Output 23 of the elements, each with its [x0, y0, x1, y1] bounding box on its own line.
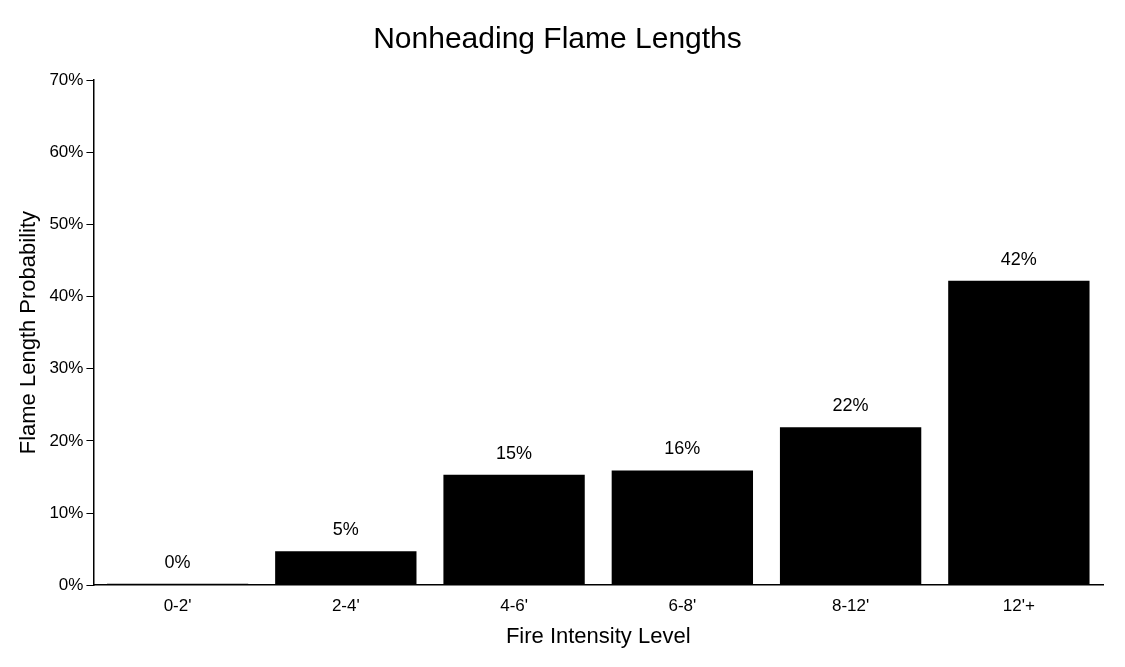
x-tick-label: 6-8': [668, 596, 697, 616]
chart-title: Nonheading Flame Lengths: [373, 21, 742, 55]
data-label: 16%: [664, 438, 701, 459]
y-axis-title: Flame Length Probability: [15, 210, 41, 455]
y-tick-label: 0%: [58, 574, 84, 594]
data-label: 15%: [496, 442, 533, 463]
data-label: 0%: [164, 551, 191, 572]
x-tick-label: 0-2': [163, 596, 192, 616]
y-tick-label: 20%: [49, 430, 84, 450]
y-tick-label: 50%: [49, 214, 84, 234]
y-tick-label: 10%: [49, 502, 84, 522]
x-tick-label: 4-6': [500, 596, 528, 616]
y-tick-label: 70%: [49, 69, 84, 89]
x-axis-title: Fire Intensity Level: [505, 622, 691, 648]
x-tick-label: 2-4': [331, 596, 360, 616]
data-label: 5%: [332, 519, 359, 540]
x-tick-label: 8-12': [831, 596, 870, 616]
y-tick-label: 40%: [49, 286, 84, 306]
x-tick-label: 12'+: [1002, 596, 1035, 616]
data-label: 42%: [1000, 248, 1037, 269]
y-tick-label: 30%: [49, 358, 84, 378]
y-tick-label: 60%: [49, 141, 84, 161]
data-label: 22%: [832, 395, 869, 416]
